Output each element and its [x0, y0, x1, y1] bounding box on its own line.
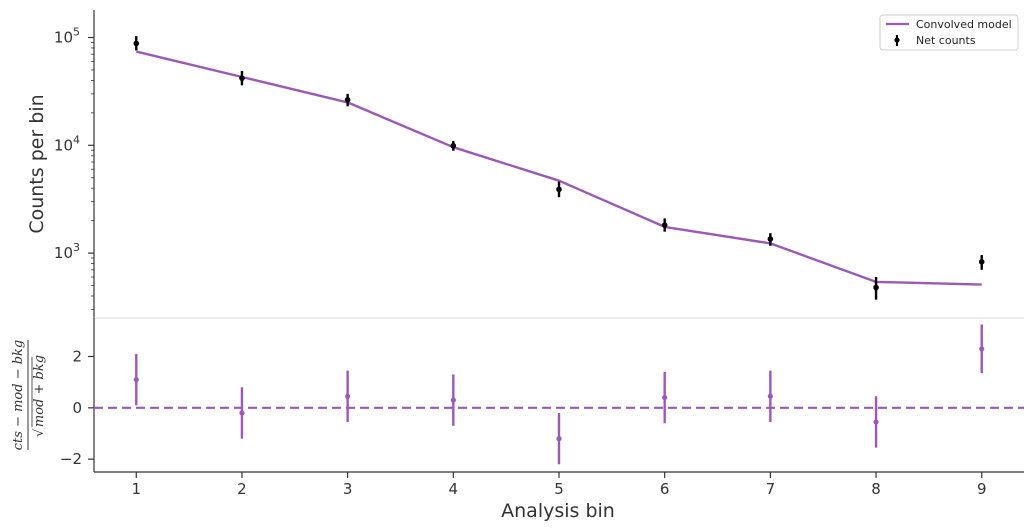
- net-counts-point: [239, 75, 245, 81]
- x-tick-label: 5: [554, 480, 564, 498]
- net-counts-point: [133, 40, 140, 47]
- residual-point: [662, 394, 668, 401]
- residual-label-denominator: mod + bkg: [32, 355, 47, 427]
- x-tick-label: 9: [977, 480, 987, 498]
- residual-point: [133, 377, 139, 383]
- residuals-panel: −2 0 2 1 2 3 4 5 6 7 8 9 cts − mod − bkg √ mod + b…: [11, 318, 1024, 522]
- x-tick-label: 6: [660, 480, 670, 498]
- counts-y-tick-label: 105: [54, 26, 80, 47]
- residual-point: [979, 346, 985, 352]
- residual-y-tick-label: 2: [72, 348, 82, 366]
- residual-y-tick-label: −2: [60, 450, 82, 468]
- model-line: [136, 50, 982, 286]
- legend-data-swatch-point: [894, 37, 900, 43]
- x-tick-label: 4: [449, 480, 459, 498]
- x-tick-label: 2: [237, 480, 247, 498]
- counts-panel: 103 104 105 Counts per bin Convolved model…: [26, 10, 1019, 318]
- x-tick-label: 7: [766, 480, 776, 498]
- x-tick-label: 1: [131, 480, 141, 498]
- residual-point: [767, 393, 773, 399]
- legend-model-label: Convolved model: [916, 18, 1012, 31]
- residual-label-numerator: cts − mod − bkg: [11, 340, 26, 451]
- net-counts-point: [978, 259, 985, 265]
- residual-y-axis-title: cts − mod − bkg √ mod + bkg: [11, 340, 47, 451]
- legend: Convolved model Net counts: [879, 14, 1019, 51]
- residual-point: [345, 393, 351, 399]
- sqrt-symbol: √: [32, 428, 47, 437]
- residual-point: [873, 419, 879, 425]
- x-tick-label: 8: [871, 480, 881, 498]
- residual-point: [556, 436, 562, 442]
- net-counts-point: [556, 186, 562, 193]
- net-counts-point: [661, 222, 668, 228]
- counts-y-tick-label: 103: [54, 241, 80, 262]
- net-counts-point: [450, 142, 457, 149]
- legend-frame: [879, 14, 1019, 51]
- residual-point: [450, 397, 456, 403]
- x-axis-title: Analysis bin: [501, 500, 615, 522]
- residual-y-tick-label: 0: [72, 399, 82, 417]
- net-counts-point: [873, 284, 879, 291]
- net-counts-point: [344, 96, 351, 103]
- legend-data-label: Net counts: [916, 34, 976, 47]
- residual-point: [239, 410, 245, 416]
- x-tick-label: 3: [343, 480, 353, 498]
- net-counts-point: [767, 236, 774, 242]
- counts-y-tick-label: 104: [54, 133, 80, 154]
- counts-y-axis-title: Counts per bin: [26, 94, 48, 233]
